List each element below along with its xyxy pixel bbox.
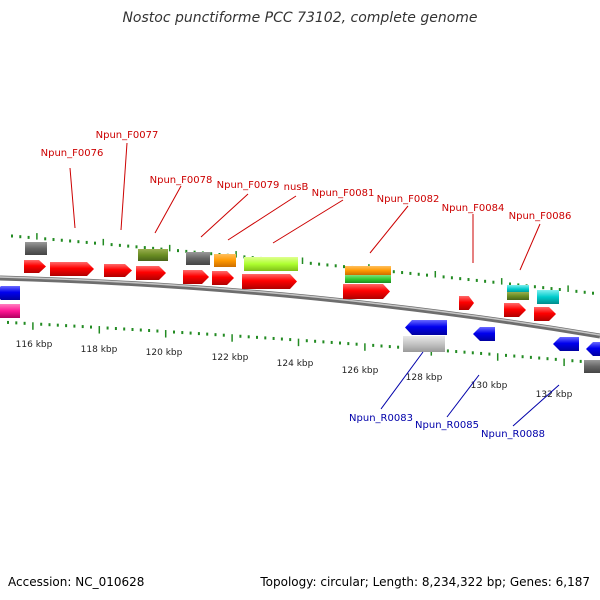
reverse-cds-arrow	[405, 320, 447, 335]
reverse-cds-arrow	[553, 337, 579, 351]
reverse-label-leader	[512, 384, 560, 427]
scale-tick-label: 118 kbp	[81, 345, 118, 355]
genome-backbone	[0, 275, 600, 339]
gene-annotation-box	[345, 275, 391, 283]
scale-tick-label: 132 kbp	[536, 390, 573, 400]
forward-label-leader	[154, 185, 182, 234]
forward-cds-arrow	[183, 270, 209, 284]
forward-label-leader	[272, 199, 344, 244]
reverse-gene-label[interactable]: Npun_R0083	[349, 413, 413, 424]
gene-annotation-box	[25, 242, 47, 255]
reverse-cds-arrow	[0, 286, 20, 300]
forward-cds-arrow	[534, 307, 556, 321]
scale-tick-label: 122 kbp	[212, 353, 249, 363]
reverse-gene-label[interactable]: Npun_R0088	[481, 429, 545, 440]
gene-features	[0, 242, 600, 373]
forward-cds-arrow	[504, 303, 526, 317]
forward-gene-label[interactable]: Npun_F0086	[509, 211, 572, 222]
forward-label-leader	[120, 142, 128, 231]
forward-gene-label[interactable]: Npun_F0082	[377, 194, 440, 205]
forward-label-leader	[519, 223, 541, 271]
forward-cds-arrow	[24, 260, 46, 273]
forward-gene-labels: Npun_F0076 Npun_F0077 Npun_F0078 Npun_F0079…	[41, 130, 572, 271]
scale-tick-label: 128 kbp	[406, 373, 443, 383]
scale-tick-label: 120 kbp	[146, 348, 183, 358]
forward-cds-arrow	[242, 274, 297, 289]
gene-annotation-box	[345, 266, 391, 275]
gene-annotation-box	[403, 336, 445, 352]
reverse-cds-arrow	[473, 327, 495, 341]
forward-label-leader	[69, 167, 76, 229]
forward-cds-arrow	[459, 296, 474, 310]
forward-gene-label[interactable]: nusB	[284, 182, 309, 193]
forward-cds-arrow	[104, 264, 132, 277]
forward-label-leader	[227, 195, 297, 241]
reverse-cds-arrow	[586, 342, 600, 356]
forward-gene-label[interactable]: Npun_F0079	[217, 180, 280, 191]
scale-tick-label: 116 kbp	[16, 340, 53, 350]
accession-text: Accession: NC_010628	[8, 575, 145, 589]
forward-label-leader	[200, 193, 249, 238]
forward-label-leader	[369, 205, 409, 254]
gene-annotation-box	[214, 254, 236, 267]
gene-annotation-box	[507, 285, 529, 293]
map-title: Nostoc punctiforme PCC 73102, complete g…	[122, 10, 478, 26]
forward-cds-arrow	[212, 271, 234, 285]
forward-gene-label[interactable]: Npun_F0081	[312, 188, 375, 199]
forward-cds-arrow	[343, 284, 390, 299]
topology-text: Topology: circular; Length: 8,234,322 bp…	[260, 575, 590, 589]
gene-annotation-box	[138, 249, 168, 261]
forward-gene-label[interactable]: Npun_F0076	[41, 148, 104, 159]
forward-gene-label[interactable]: Npun_F0084	[442, 203, 505, 214]
forward-cds-arrow	[50, 262, 94, 276]
forward-gene-label[interactable]: Npun_F0077	[96, 130, 159, 141]
reverse-label-leader	[380, 351, 424, 410]
gene-annotation-box	[244, 257, 298, 271]
gene-annotation-box	[0, 304, 20, 318]
scale-labels: 116 kbp 118 kbp 120 kbp 122 kbp 124 kbp 126 k…	[16, 340, 573, 400]
gene-annotation-box	[584, 360, 600, 373]
gene-annotation-box	[507, 292, 529, 300]
forward-gene-label[interactable]: Npun_F0078	[150, 175, 213, 186]
scale-tick-label: 126 kbp	[342, 366, 379, 376]
scale-tick-label: 124 kbp	[277, 359, 314, 369]
gene-annotation-box	[186, 252, 210, 265]
reverse-label-leader	[446, 374, 480, 418]
reverse-gene-label[interactable]: Npun_R0085	[415, 420, 479, 431]
forward-cds-arrow	[136, 266, 166, 280]
gene-annotation-box	[537, 290, 559, 304]
scale-tick-label: 130 kbp	[471, 381, 508, 391]
